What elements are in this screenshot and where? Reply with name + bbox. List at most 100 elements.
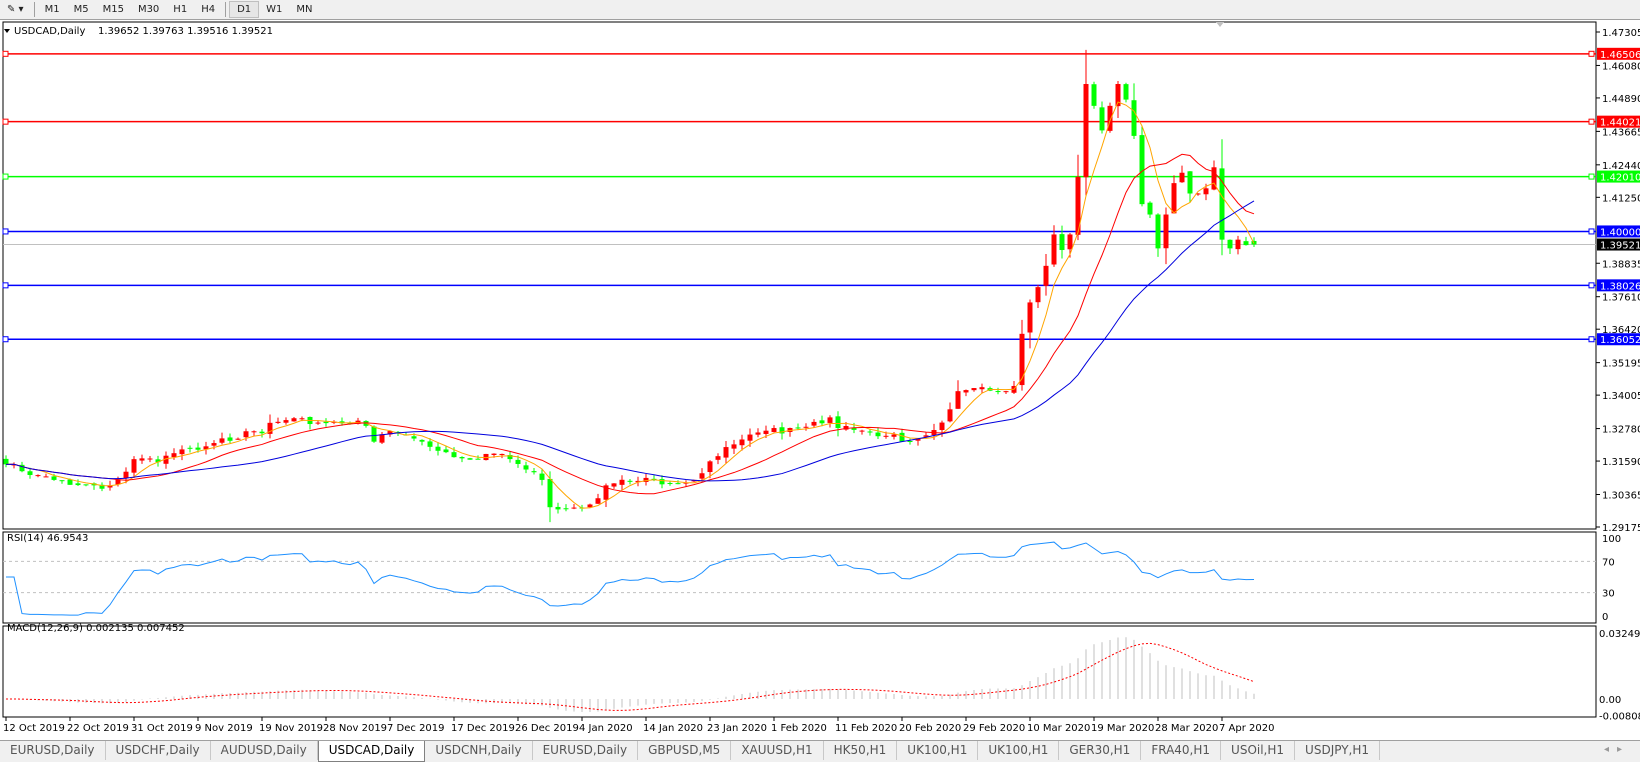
chart-shift-marker-icon[interactable] [1216, 22, 1224, 27]
candle-body [827, 417, 833, 423]
period-button-m30[interactable]: M30 [137, 4, 160, 15]
candle-body [883, 435, 889, 437]
candle-body [603, 485, 609, 500]
date-axis-label: 12 Oct 2019 [3, 723, 65, 734]
candle-body [1155, 214, 1161, 249]
period-button-m1[interactable]: M1 [44, 4, 60, 15]
candle-body [1019, 333, 1025, 386]
candle-body [899, 432, 905, 442]
toolbar-separator [225, 2, 227, 17]
level-anchor-handle [1588, 228, 1595, 235]
period-button-m5[interactable]: M5 [73, 4, 89, 15]
period-button-w1[interactable]: W1 [266, 4, 283, 15]
chart-tab[interactable]: GER30,H1 [1059, 741, 1142, 760]
chart-window[interactable]: 1.46506 1.44021 1.42010 1.40000 1.38026 1.360… [0, 20, 1640, 740]
price-axis-label: 1.29175 [1602, 523, 1640, 534]
price-axis-label: 1.34005 [1602, 391, 1640, 402]
candle-body [467, 458, 473, 460]
candle-body [35, 475, 41, 477]
chart-tab[interactable]: HK50,H1 [824, 741, 898, 760]
rsi-label: RSI(14) 46.9543 [7, 533, 88, 544]
chart-tab[interactable]: GBPUSD,M5 [638, 741, 732, 760]
candle-body [835, 416, 841, 429]
price-axis-label: 1.44890 [1602, 94, 1640, 105]
rsi-axis-label: 0 [1602, 612, 1608, 623]
date-axis-label: 20 Feb 2020 [899, 723, 961, 734]
candle-body [907, 440, 913, 442]
candle-body [939, 422, 945, 431]
chart-tab[interactable]: UK100,H1 [897, 741, 979, 760]
candle-body [947, 409, 953, 422]
chart-tab[interactable]: AUDUSD,Daily [211, 741, 318, 760]
price-axis-label: 1.43665 [1602, 127, 1640, 138]
level-anchor-handle [2, 336, 9, 343]
price-axis: 1.47305 1.46080 1.44890 1.43665 1.42440 1.412… [1596, 28, 1640, 534]
candle-body [851, 427, 857, 430]
chart-tab[interactable]: XAUUSD,H1 [731, 741, 824, 760]
candle-body [427, 441, 433, 447]
price-axis-label: 1.42440 [1602, 161, 1640, 172]
chart-tab[interactable]: USDJPY,H1 [1295, 741, 1381, 760]
price-axis-label: 1.41250 [1602, 193, 1640, 204]
date-axis-label: 19 Mar 2020 [1091, 723, 1154, 734]
candle-body [627, 480, 633, 482]
candle-body [451, 452, 457, 458]
period-button-d1[interactable]: D1 [229, 1, 260, 18]
candle-body [779, 427, 785, 434]
moving-averages [5, 101, 1255, 509]
macd-axis-label: 0.00 [1599, 695, 1621, 706]
chart-tab[interactable]: USDCAD,Daily [317, 741, 426, 762]
candle-body [1099, 107, 1105, 131]
macd-axis-label: 0.032493 [1599, 629, 1640, 640]
candle-body [1123, 84, 1129, 100]
tab-scroll-arrows-icon[interactable]: ◂▸ [1603, 744, 1630, 755]
line-tool-icon[interactable]: ✎ ▾ [7, 4, 24, 15]
period-button-m15[interactable]: M15 [102, 4, 124, 15]
chart-tab[interactable]: USOil,H1 [1221, 741, 1296, 760]
candle-body [243, 431, 249, 438]
chart-tab[interactable]: FRA40,H1 [1141, 741, 1222, 760]
period-button-h1[interactable]: H1 [173, 4, 188, 15]
candle-body [675, 483, 681, 485]
candle-body [203, 446, 209, 450]
candlesticks [3, 49, 1257, 523]
date-axis-label: 29 Feb 2020 [963, 723, 1025, 734]
chart-tab[interactable]: USDCHF,Daily [106, 741, 211, 760]
candle-body [187, 447, 193, 449]
candle-body [1131, 100, 1137, 136]
collapse-triangle-icon[interactable] [4, 29, 10, 33]
candle-body [611, 483, 617, 487]
period-button-h4[interactable]: H4 [201, 4, 216, 15]
candle-body [163, 455, 169, 464]
candle-body [1187, 171, 1193, 194]
candle-body [3, 458, 9, 465]
candle-body [283, 420, 289, 423]
ma-slow-line [5, 200, 1255, 482]
candle-body [67, 479, 73, 485]
chart-tab[interactable]: UK100,H1 [978, 741, 1060, 760]
level-anchor-handle [2, 282, 9, 289]
chart-tab[interactable]: USDCNH,Daily [425, 741, 533, 760]
price-axis-label: 1.37610 [1602, 293, 1640, 304]
candle-body [219, 438, 225, 443]
date-axis-label: 10 Mar 2020 [1027, 723, 1090, 734]
period-button-mn[interactable]: MN [296, 4, 313, 15]
candle-body [1163, 214, 1169, 249]
chart-tab[interactable]: EURUSD,Daily [533, 741, 639, 760]
candle-body [499, 453, 505, 455]
candle-body [707, 461, 713, 473]
macd-pane: 0.032493 0.00 -0.008086 [5, 629, 1640, 722]
candle-body [571, 507, 577, 509]
candle-body [787, 428, 793, 432]
chart-symbol-title: USDCAD,Daily [14, 26, 85, 37]
candle-body [299, 418, 305, 420]
horizontal-levels: 1.46506 1.44021 1.42010 1.40000 1.38026 1.360… [2, 47, 1640, 346]
price-axis-label: 1.30365 [1602, 491, 1640, 502]
chart-tab[interactable]: EURUSD,Daily [0, 741, 106, 760]
candle-body [123, 471, 129, 479]
candle-body [419, 439, 425, 442]
candle-body [1179, 172, 1185, 183]
macd-pane-frame [2, 625, 1597, 718]
bid-price-label: 1.39521 [1600, 241, 1640, 252]
date-axis-label: 28 Nov 2019 [323, 723, 387, 734]
